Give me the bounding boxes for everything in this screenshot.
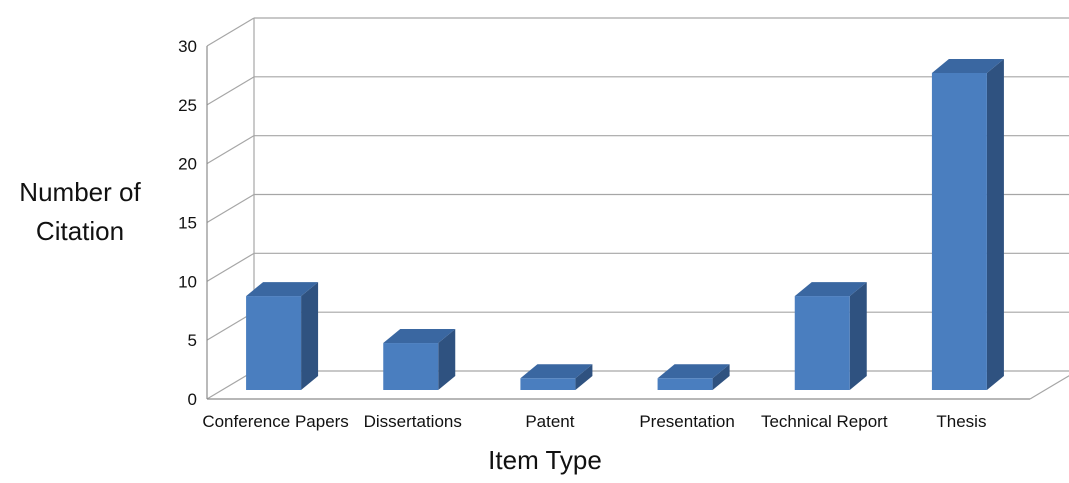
bar-top xyxy=(794,282,867,297)
x-tick-label: Technical Report xyxy=(761,412,888,431)
bar-side xyxy=(986,59,1004,390)
bar-front xyxy=(246,296,302,390)
bar-patent xyxy=(520,364,593,390)
bar-side xyxy=(301,282,319,390)
bar-conference-papers xyxy=(246,282,319,390)
bar-top xyxy=(246,282,319,297)
x-tick-label: Conference Papers xyxy=(202,412,348,431)
y-tick-label: 0 xyxy=(188,390,197,409)
bar-side xyxy=(712,364,730,390)
gridline-depth xyxy=(206,76,255,106)
x-axis-label: Item Type xyxy=(488,445,602,475)
bar-front xyxy=(794,296,850,390)
bar-front xyxy=(657,378,713,390)
bar-front xyxy=(931,73,987,390)
bar-presentation xyxy=(657,364,730,390)
x-tick-label: Presentation xyxy=(639,412,734,431)
y-tick-label: 5 xyxy=(188,331,197,350)
bar-side xyxy=(575,364,593,390)
gridline-depth xyxy=(206,135,255,165)
x-tick-label: Patent xyxy=(525,412,574,431)
y-axis-label-line-1: Number of xyxy=(19,177,141,207)
bar-top xyxy=(931,59,1004,73)
y-axis-label-line-2: Citation xyxy=(35,216,125,246)
bar-top xyxy=(520,364,593,379)
y-tick-label: 15 xyxy=(178,214,197,233)
y-tick-label: 30 xyxy=(178,37,197,56)
y-tick-label: 25 xyxy=(178,96,197,115)
bar-dissertations xyxy=(383,329,456,390)
gridline-depth xyxy=(206,17,255,47)
gridline-depth xyxy=(206,252,255,282)
bar-thesis xyxy=(931,59,1004,390)
x-tick-label: Dissertations xyxy=(364,412,462,431)
floor-right-edge xyxy=(1029,375,1069,400)
bar-top xyxy=(383,329,456,344)
bar-top xyxy=(657,364,730,379)
y-tick-label: 20 xyxy=(178,155,197,174)
bar-side xyxy=(849,282,867,390)
bar-front xyxy=(520,378,576,390)
plot-area: 0 5 10 15 20 25 30 Conference Papers Dissertatio… xyxy=(178,17,1069,431)
bar-technical-report xyxy=(794,282,867,390)
x-tick-label: Thesis xyxy=(936,412,986,431)
bar-side xyxy=(438,329,456,390)
y-tick-label: 10 xyxy=(178,272,197,291)
bar-front xyxy=(383,343,439,390)
gridline-depth xyxy=(206,193,255,224)
